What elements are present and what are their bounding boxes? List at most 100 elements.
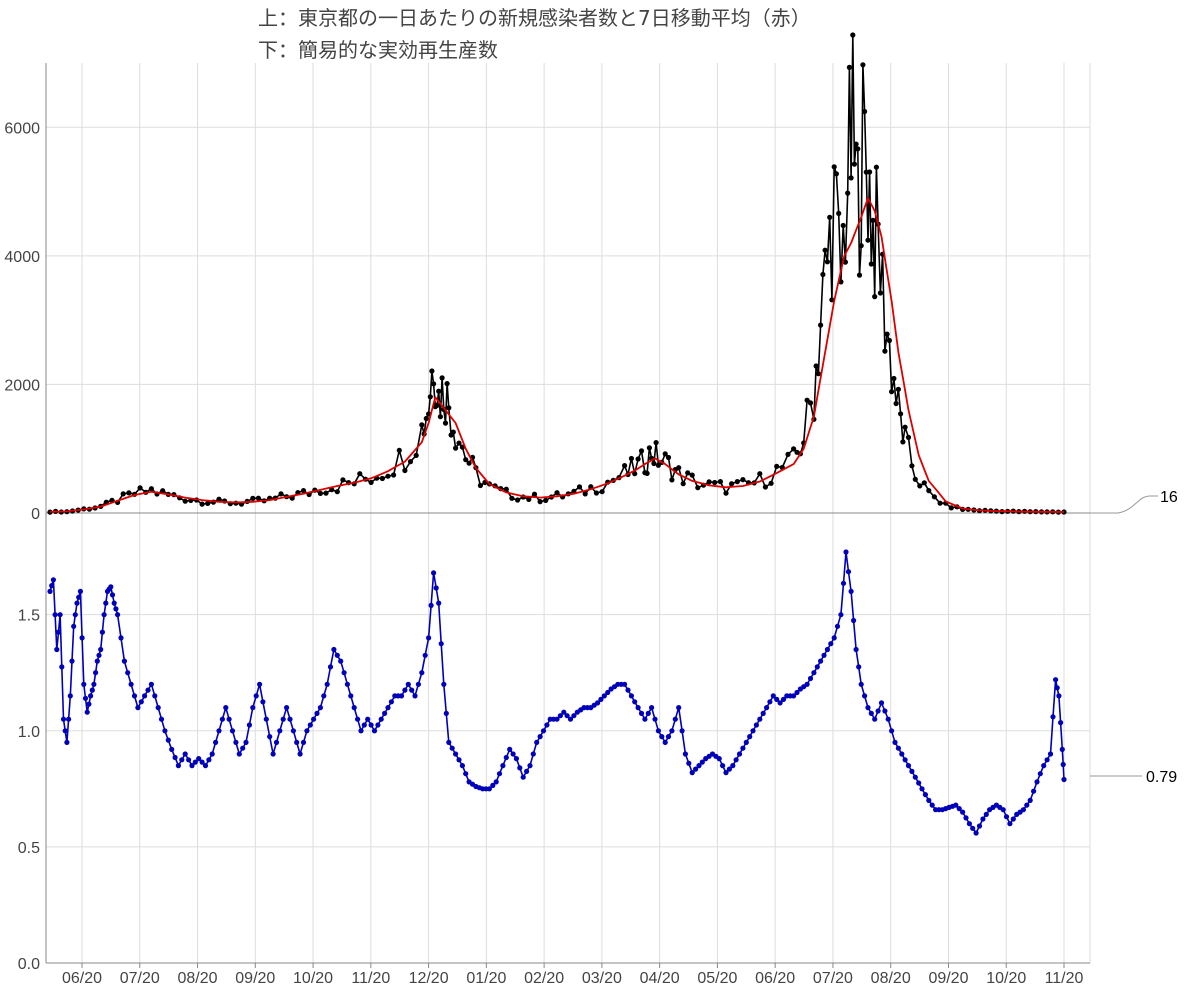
daily-cases-point [593,490,600,496]
reproduction-number-point [486,786,492,792]
reproduction-number-point [189,763,195,769]
end-value-callouts: 160.79 [1090,489,1178,786]
daily-cases-point [902,424,908,430]
reproduction-number-point [716,756,722,762]
reproduction-number-point [135,705,141,711]
reproduction-number-point [507,746,513,753]
reproduction-number-point [1003,814,1010,820]
reproduction-number-point [1027,797,1033,804]
bottom-y-tick-label: 0.5 [18,840,40,857]
reproduction-number-point [297,751,303,757]
reproduction-number-point [81,681,87,687]
reproduction-number-point [720,763,726,769]
reproduction-number-point [622,681,628,687]
daily-cases-point [734,479,740,485]
daily-cases-point [651,460,657,467]
daily-cases-point [757,471,763,477]
reproduction-number-point [263,716,269,722]
reproduction-number-point [113,606,119,612]
reproduction-number-point [94,658,100,664]
reproduction-number-point [371,728,378,734]
reproduction-number-point [172,754,178,761]
reproduction-number-point [438,641,444,647]
reproduction-number-point [324,681,330,687]
daily-cases-point [463,457,469,463]
reproduction-number-point [780,696,787,703]
reproduction-number-point [970,825,976,831]
reproduction-number-point [142,693,148,699]
daily-cases-point [822,247,828,253]
reproduction-number-point [175,763,181,769]
daily-cases-point [437,414,443,420]
daily-cases-point [334,489,340,495]
reproduction-number-point [919,786,925,792]
daily-cases-point [768,480,774,486]
daily-cases-point [886,337,893,344]
daily-cases-point [317,490,323,496]
daily-cases-point [436,388,442,394]
daily-cases-point [717,479,724,485]
reproduction-number-point [966,821,973,827]
reproduction-number-point [858,681,864,687]
reproduction-number-point [273,739,280,746]
daily-cases-point [706,479,712,485]
reproduction-number-point [843,549,849,555]
daily-cases-point [255,495,261,501]
reproduction-number-point [456,757,462,763]
reproduction-number-point [426,635,432,641]
reproduction-number-point [71,623,77,629]
daily-cases-point [439,375,445,381]
reproduction-number-point [929,802,935,808]
reproduction-number-point [899,751,905,757]
daily-cases-point [126,490,132,496]
reproduction-number-point [121,658,127,664]
chart-titles: 上：東京都の一日あたりの新規感染者数と7日移動平均（赤） 下：簡易的な実効再生産… [258,2,811,66]
reproduction-number-point [284,705,290,711]
reproduction-number-point [571,713,577,719]
axes-layer [45,63,1091,968]
reproduction-number-point [1024,802,1030,808]
top-y-tick-label: 6000 [4,120,40,137]
reproduction-number-point [682,751,689,757]
daily-cases-point [867,169,873,175]
reproduction-number-point [733,757,739,763]
reproduction-number-point [138,699,144,705]
reproduction-number-point [537,734,543,740]
reproduction-number-point [287,716,293,722]
daily-cases-point [655,462,662,468]
bottom-y-tick-label: 1.0 [18,724,40,741]
reproduction-number-point [341,670,347,676]
reproduction-number-point [1034,779,1040,785]
reproduction-number-point [699,759,705,765]
reproduction-number-point [79,635,85,641]
reproduction-number-point [736,751,743,757]
daily-cases-point [199,501,205,507]
reproduction-number-point [496,771,503,777]
daily-cases-point [829,297,835,303]
reproduction-number-point [909,768,915,775]
daily-cases-point [340,477,346,483]
daily-cases-point [868,261,874,267]
daily-cases-point [368,479,374,485]
reproduction-number-point [99,629,105,635]
reproduction-number-point [69,658,75,664]
reproduction-number-point [223,705,229,711]
reproduction-number-point [652,716,658,722]
reproduction-number-point [361,722,367,728]
reproduction-number-point [49,583,55,589]
reproduction-number-point [1007,821,1013,827]
reproduction-number-point [693,766,699,772]
reproduction-number-point [415,681,421,687]
daily-cases-point [599,489,605,495]
reproduction-number-point [1031,788,1037,794]
daily-cases-point [526,496,532,502]
reproduction-number-point [158,716,165,722]
reproduction-number-point [82,695,89,701]
reproduction-number-point [236,751,242,757]
reproduction-number-point [544,722,550,728]
moving-average-line [49,197,1065,513]
reproduction-number-point [351,705,357,711]
reproduction-number-point [696,763,702,769]
daily-cases-point [931,494,938,500]
reproduction-number-point [412,693,418,699]
